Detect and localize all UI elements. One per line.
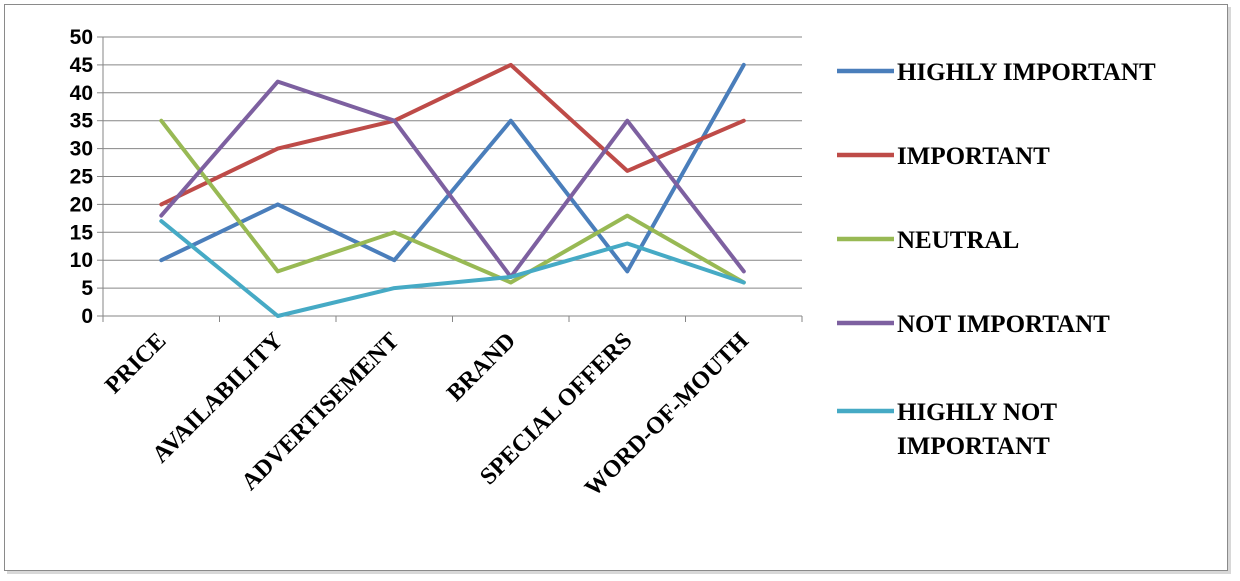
legend-label: NEUTRAL	[897, 227, 1019, 254]
y-tick-label: 5	[81, 277, 93, 300]
legend-label: IMPORTANT	[897, 433, 1050, 460]
y-tick-label: 30	[70, 138, 93, 161]
y-tick-label: 10	[70, 249, 93, 272]
series-line	[159, 79, 746, 279]
y-tick-label: 45	[70, 54, 94, 77]
y-axis-tick-labels: 0 5 10 15 20 25 30 35 40 45 50	[70, 26, 94, 328]
y-tick-label: 20	[70, 193, 93, 216]
y-tick-label: 25	[70, 166, 94, 189]
x-tick-label: BRAND	[442, 328, 521, 407]
y-tick-label: 35	[70, 110, 94, 133]
axes	[97, 36, 803, 322]
series-line	[159, 118, 746, 285]
series-line	[159, 219, 746, 318]
legend-label: IMPORTANT	[897, 143, 1050, 170]
legend-label: NOT IMPORTANT	[897, 311, 1110, 338]
line-chart: 0 5 10 15 20 25 30 35 40 45 50 PRICEAVAILABILITYAD…	[70, 26, 1156, 502]
series-line	[159, 62, 746, 274]
y-tick-label: 15	[70, 221, 94, 244]
series-lines	[159, 62, 746, 318]
x-tick-label: PRICE	[100, 328, 171, 399]
y-tick-label: 0	[81, 305, 93, 328]
series-line	[159, 62, 746, 207]
y-tick-label: 50	[70, 26, 93, 49]
legend-label: HIGHLY NOT	[897, 399, 1057, 426]
legend-label: HIGHLY IMPORTANT	[897, 59, 1156, 86]
y-tick-label: 40	[70, 82, 93, 105]
legend: HIGHLY IMPORTANT IMPORTANT NEUTRAL NOT IMPO…	[837, 59, 1156, 460]
chart-frame: 0 5 10 15 20 25 30 35 40 45 50 PRICE AVAILABILITY AD…	[4, 4, 1228, 571]
